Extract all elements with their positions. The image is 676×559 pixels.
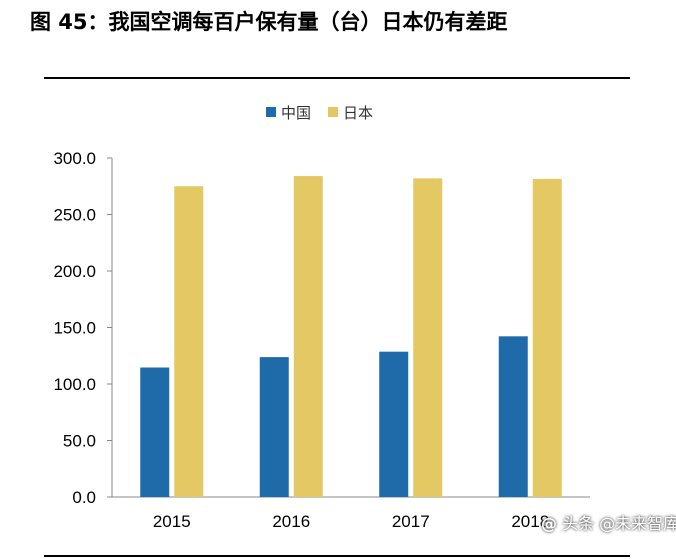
legend-swatch: [266, 107, 276, 117]
page-title: 图 45：我国空调每百户保有量（台）日本仍有差距: [30, 10, 508, 34]
y-axis: 0.0 50.0 100.0 150.0 200.0 250.0 300.0: [53, 149, 113, 507]
legend-label: 日本: [343, 104, 373, 122]
top-divider: [44, 77, 630, 79]
bar-japan-2017: [413, 178, 443, 497]
legend: 中国 日本: [266, 104, 373, 122]
watermark-text: 头条 @未来智库: [562, 514, 676, 533]
bar-china-2015: [140, 367, 170, 497]
bar-japan-2018: [532, 178, 562, 497]
bottom-divider: [44, 555, 630, 557]
bar-china-2018: [498, 336, 528, 497]
y-tick-label: 150.0: [53, 319, 96, 338]
legend-swatch: [328, 107, 338, 117]
x-tick-label: 2016: [272, 512, 310, 531]
y-tick-label: 200.0: [53, 262, 96, 281]
y-tick-label: 300.0: [53, 149, 96, 168]
y-tick-label: 0.0: [72, 488, 96, 507]
y-tick-label: 100.0: [53, 375, 96, 394]
at-icon: @: [541, 514, 557, 533]
bars: [140, 176, 562, 497]
bar-japan-2016: [293, 176, 323, 497]
y-tick-label: 250.0: [53, 206, 96, 225]
x-axis: 2015 2016 2017 2018: [112, 496, 590, 531]
bar-china-2016: [259, 357, 289, 497]
legend-label: 中国: [281, 104, 311, 122]
watermark: @ 头条 @未来智库: [541, 510, 676, 534]
bar-japan-2015: [174, 186, 204, 497]
x-tick-label: 2017: [392, 512, 430, 531]
x-tick-label: 2018: [511, 512, 549, 531]
bar-china-2017: [379, 351, 409, 497]
x-tick-label: 2015: [153, 512, 191, 531]
y-tick-label: 50.0: [63, 432, 96, 451]
